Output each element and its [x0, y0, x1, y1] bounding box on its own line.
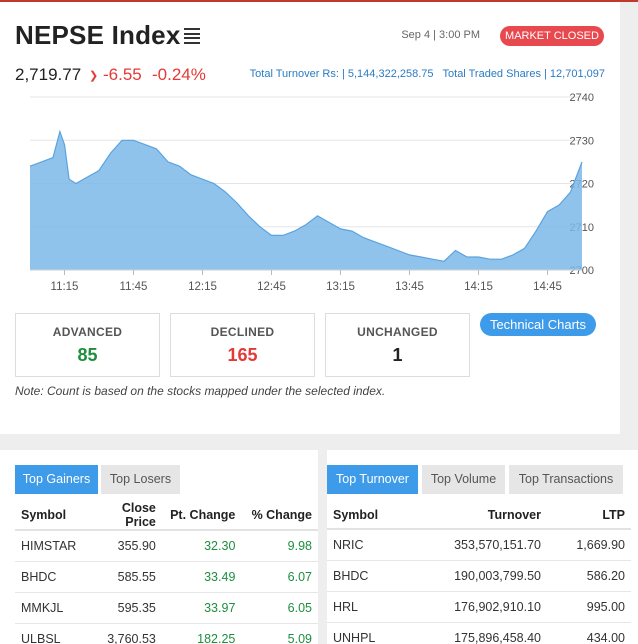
turnover-table: Symbol Turnover LTP NRIC 353,570,151.70 …	[327, 501, 631, 644]
symbol-cell[interactable]: HIMSTAR	[15, 530, 83, 562]
index-intraday-chart: 2700271027202730274011:1511:4512:1512:45…	[29, 92, 594, 293]
turnover-cell: 190,003,799.50	[407, 560, 547, 592]
ltp-cell: 434.00	[547, 622, 631, 644]
technical-charts-button[interactable]: Technical Charts	[480, 313, 596, 336]
pct-change-cell: 5.09	[241, 623, 318, 644]
table-row[interactable]: HRL 176,902,910.10 995.00	[327, 591, 631, 623]
table-row[interactable]: BHDC 585.55 33.49 6.07	[15, 561, 318, 593]
table-row[interactable]: MMKJL 595.35 33.97 6.05	[15, 592, 318, 624]
symbol-cell[interactable]: HRL	[327, 591, 407, 623]
symbol-cell[interactable]: MMKJL	[15, 592, 83, 624]
ltp-cell: 995.00	[547, 591, 631, 623]
gainers-panel: Top Gainers Top Losers Symbol Close Pric…	[0, 450, 318, 644]
col-pt-change[interactable]: Pt. Change	[161, 501, 242, 531]
x-tick-label: 12:45	[257, 281, 286, 293]
advanced-box: ADVANCED 85	[15, 313, 160, 377]
col-pct-change[interactable]: % Change	[241, 501, 318, 531]
index-title: NEPSE Index	[15, 20, 181, 50]
col-ltp[interactable]: LTP	[547, 501, 631, 530]
pt-change-cell: 33.97	[161, 592, 242, 624]
table-header-row: Symbol Close Price Pt. Change % Change	[15, 501, 318, 531]
advanced-label: ADVANCED	[52, 325, 123, 339]
table-row[interactable]: NRIC 353,570,151.70 1,669.90	[327, 529, 631, 561]
tab-top-turnover[interactable]: Top Turnover	[327, 465, 418, 494]
series-area	[30, 131, 582, 270]
market-status-badge: MARKET CLOSED	[500, 26, 604, 46]
turnover-summary: Total Turnover Rs: | 5,144,322,258.75 To…	[230, 68, 605, 80]
top-accent-bar	[0, 0, 638, 2]
turnover-cell: 176,902,910.10	[407, 591, 547, 623]
advanced-count: 85	[77, 345, 98, 365]
index-card: NEPSE Index Sep 4 | 3:00 PM MARKET CLOSE…	[0, 2, 620, 434]
unchanged-label: UNCHANGED	[357, 325, 438, 339]
symbol-cell[interactable]: BHDC	[327, 560, 407, 592]
gainers-table: Symbol Close Price Pt. Change % Change H…	[15, 501, 318, 644]
tab-top-losers[interactable]: Top Losers	[101, 465, 180, 494]
declined-count: 165	[227, 345, 258, 365]
symbol-cell[interactable]: BHDC	[15, 561, 83, 593]
table-row[interactable]: ULBSL 3,760.53 182.25 5.09	[15, 623, 318, 644]
x-tick-label: 11:15	[51, 281, 79, 293]
table-header-row: Symbol Turnover LTP	[327, 501, 631, 530]
close-price-cell: 355.90	[82, 530, 162, 562]
x-tick-label: 13:15	[326, 281, 355, 293]
table-row[interactable]: UNHPL 175,896,458.40 434.00	[327, 622, 631, 644]
symbol-cell[interactable]: NRIC	[327, 529, 407, 561]
symbol-cell[interactable]: UNHPL	[327, 622, 407, 644]
pt-change-cell: 32.30	[161, 530, 242, 562]
tab-top-gainers[interactable]: Top Gainers	[15, 465, 98, 494]
ltp-cell: 586.20	[547, 560, 631, 592]
col-close-price[interactable]: Close Price	[82, 501, 162, 531]
series-line	[29, 129, 583, 262]
tab-top-volume[interactable]: Top Volume	[422, 465, 505, 494]
total-shares-link[interactable]: Total Traded Shares | 12,701,097	[442, 68, 605, 80]
index-value: 2,719.77	[15, 65, 82, 84]
total-turnover-link[interactable]: Total Turnover Rs: | 5,144,322,258.75	[249, 68, 434, 80]
col-symbol[interactable]: Symbol	[15, 501, 83, 531]
table-row[interactable]: HIMSTAR 355.90 32.30 9.98	[15, 530, 318, 562]
close-price-cell: 595.35	[82, 592, 162, 624]
pct-change-cell: 6.07	[241, 561, 318, 593]
declined-box: DECLINED 165	[170, 313, 315, 377]
table-row[interactable]: BHDC 190,003,799.50 586.20	[327, 560, 631, 592]
close-price-cell: 3,760.53	[82, 623, 162, 644]
symbol-cell[interactable]: ULBSL	[15, 623, 83, 644]
x-tick-label: 12:15	[188, 281, 217, 293]
turnover-cell: 353,570,151.70	[407, 529, 547, 561]
pct-change-cell: 6.05	[241, 592, 318, 624]
market-datetime: Sep 4 | 3:00 PM	[401, 29, 480, 41]
ltp-cell: 1,669.90	[547, 529, 631, 561]
declined-label: DECLINED	[210, 325, 275, 339]
tab-top-transactions[interactable]: Top Transactions	[509, 465, 623, 494]
index-point-change: -6.55	[103, 65, 142, 84]
col-turnover[interactable]: Turnover	[407, 501, 547, 530]
x-tick-label: 14:15	[464, 281, 493, 293]
turnover-panel: Top Turnover Top Volume Top Transactions…	[327, 450, 638, 644]
col-symbol[interactable]: Symbol	[327, 501, 407, 530]
y-tick-label: 2740	[570, 92, 594, 104]
pt-change-cell: 33.49	[161, 561, 242, 593]
pct-change-cell: 9.98	[241, 530, 318, 562]
unchanged-box: UNCHANGED 1	[325, 313, 470, 377]
menu-icon[interactable]	[184, 28, 200, 44]
pt-change-cell: 182.25	[161, 623, 242, 644]
count-note: Note: Count is based on the stocks mappe…	[15, 384, 386, 398]
x-tick-label: 13:45	[395, 281, 424, 293]
index-percent-change: -0.24%	[152, 65, 206, 84]
close-price-cell: 585.55	[82, 561, 162, 593]
turnover-cell: 175,896,458.40	[407, 622, 547, 644]
x-tick-label: 14:45	[533, 281, 562, 293]
unchanged-count: 1	[392, 345, 403, 365]
x-tick-label: 11:45	[120, 281, 148, 293]
chevron-down-icon: ❯	[89, 70, 99, 82]
y-tick-label: 2730	[570, 135, 594, 147]
